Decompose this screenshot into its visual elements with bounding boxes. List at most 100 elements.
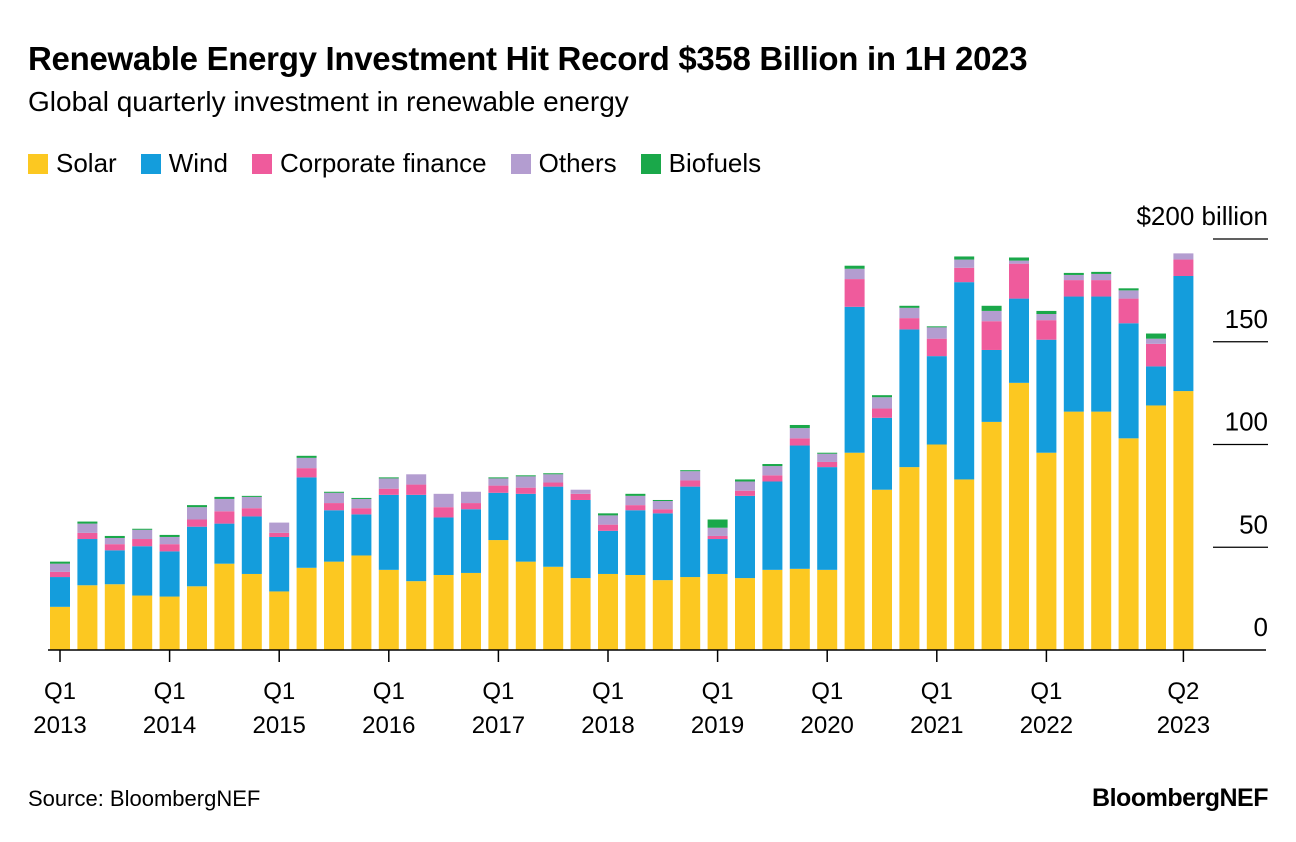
bar-corporate-finance-q3-2022 xyxy=(1091,280,1112,297)
bar-corporate-finance-q3-2020 xyxy=(872,408,892,418)
bar-corporate-finance-q4-2017 xyxy=(570,493,591,500)
y-tick-label-50: 50 xyxy=(1239,509,1268,539)
bar-solar-q3-2014 xyxy=(214,563,235,650)
bar-solar-q4-2020 xyxy=(899,467,920,650)
bar-others-q1-2019 xyxy=(707,527,728,536)
bar-corporate-finance-q4-2013 xyxy=(132,539,153,547)
y-axis-labels: 0 50 100 150 $200 billion xyxy=(1136,201,1268,642)
bar-corporate-finance-q1-2020 xyxy=(817,461,838,468)
bar-others-q1-2020 xyxy=(817,453,838,462)
bar-corporate-finance-q4-2020 xyxy=(899,318,920,330)
x-tick-label-year-2017: 2017 xyxy=(472,712,525,739)
bar-solar-q1-2016 xyxy=(378,569,399,650)
bar-biofuels-q2-2018 xyxy=(625,493,646,496)
bar-biofuels-q3-2017 xyxy=(543,473,564,475)
bar-solar-q4-2016 xyxy=(461,572,481,650)
bar-wind-q3-2015 xyxy=(324,510,344,562)
bar-corporate-finance-q3-2014 xyxy=(214,511,235,524)
bar-wind-q1-2022 xyxy=(1036,339,1057,453)
bar-others-q2-2017 xyxy=(515,476,536,488)
bar-others-q4-2016 xyxy=(461,491,481,504)
x-tick-label-quarter-2019: Q1 xyxy=(702,678,734,705)
x-tick-label-quarter-2020: Q1 xyxy=(811,678,843,705)
bar-solar-q2-2021 xyxy=(954,479,975,650)
bar-others-q4-2022 xyxy=(1118,290,1139,299)
legend-swatch-solar xyxy=(28,153,48,174)
bar-wind-q1-2013 xyxy=(50,577,70,607)
bar-wind-q3-2016 xyxy=(433,517,454,575)
bar-others-q2-2013 xyxy=(77,523,98,533)
x-tick-label-year-2019: 2019 xyxy=(691,712,744,739)
bar-wind-q1-2021 xyxy=(926,356,947,445)
bar-wind-q4-2022 xyxy=(1118,323,1139,439)
bar-wind-q2-2020 xyxy=(844,306,865,453)
bar-others-q1-2023 xyxy=(1146,338,1166,344)
bar-others-q3-2018 xyxy=(652,501,673,510)
bar-wind-q1-2015 xyxy=(269,536,290,592)
bar-wind-q4-2015 xyxy=(351,514,372,556)
bar-solar-q4-2015 xyxy=(351,555,372,650)
bar-corporate-finance-q3-2019 xyxy=(762,475,783,482)
bar-biofuels-q1-2013 xyxy=(50,561,70,564)
bar-others-q4-2018 xyxy=(680,471,701,481)
bar-solar-q2-2019 xyxy=(735,578,755,650)
bar-wind-q3-2021 xyxy=(981,349,1002,422)
bar-wind-q2-2014 xyxy=(187,526,207,587)
legend-label-corporate-finance: Corporate finance xyxy=(279,148,487,178)
bar-others-q4-2015 xyxy=(351,498,372,509)
bar-corporate-finance-q2-2023 xyxy=(1173,259,1194,276)
bar-wind-q1-2018 xyxy=(598,530,618,574)
x-tick-label-year-2020: 2020 xyxy=(801,712,854,739)
x-tick-label-quarter-2021: Q1 xyxy=(921,678,953,705)
bar-others-q1-2016 xyxy=(378,478,399,489)
bar-biofuels-q1-2020 xyxy=(817,452,838,454)
bar-others-q1-2014 xyxy=(159,536,180,545)
bar-biofuels-q4-2018 xyxy=(680,470,701,472)
bar-wind-q4-2016 xyxy=(461,509,481,573)
bar-corporate-finance-q3-2017 xyxy=(543,482,564,487)
bar-solar-q4-2022 xyxy=(1118,438,1139,650)
legend-swatch-biofuels xyxy=(640,153,661,174)
legend-item-biofuels: Biofuels xyxy=(640,148,761,179)
bar-solar-q3-2017 xyxy=(543,566,564,650)
bar-corporate-finance-q1-2013 xyxy=(50,571,70,578)
bar-biofuels-q1-2021 xyxy=(926,326,947,328)
bar-wind-q2-2015 xyxy=(296,477,317,568)
bar-biofuels-q1-2018 xyxy=(598,513,618,516)
bar-biofuels-q4-2021 xyxy=(1009,257,1029,261)
bar-solar-q3-2020 xyxy=(872,489,892,650)
bar-solar-q4-2021 xyxy=(1009,382,1029,650)
bar-wind-q3-2020 xyxy=(872,417,892,490)
bar-biofuels-q3-2014 xyxy=(214,496,235,499)
bar-biofuels-q3-2020 xyxy=(872,395,892,398)
chart-subtitle: Global quarterly investment in renewable… xyxy=(28,86,629,117)
bar-wind-q1-2016 xyxy=(378,494,399,570)
bar-solar-q3-2018 xyxy=(652,580,673,650)
bar-corporate-finance-q1-2018 xyxy=(598,524,618,531)
legend: Solar Wind Corporate finance Others Biof… xyxy=(28,148,785,179)
bar-others-q3-2021 xyxy=(981,310,1002,322)
bar-others-q3-2020 xyxy=(872,397,892,409)
bar-wind-q1-2019 xyxy=(707,539,728,574)
bar-solar-q3-2016 xyxy=(433,574,454,650)
bar-wind-q4-2013 xyxy=(132,546,153,596)
brand-logo: BloombergNEF xyxy=(1092,784,1268,812)
bar-biofuels-q2-2020 xyxy=(844,265,865,269)
bar-others-q3-2014 xyxy=(214,498,235,512)
bar-others-q2-2018 xyxy=(625,495,646,506)
bar-others-q3-2019 xyxy=(762,466,783,476)
bar-biofuels-q4-2015 xyxy=(351,497,372,499)
bar-solar-q2-2016 xyxy=(406,581,427,650)
bar-solar-q1-2020 xyxy=(817,569,838,650)
bar-wind-q2-2017 xyxy=(515,493,536,562)
legend-item-corporate-finance: Corporate finance xyxy=(251,148,487,179)
bar-corporate-finance-q2-2020 xyxy=(844,279,865,307)
bar-corporate-finance-q2-2019 xyxy=(735,490,755,496)
bar-wind-q3-2019 xyxy=(762,481,783,570)
x-tick-label-quarter-2023: Q2 xyxy=(1167,678,1199,705)
bar-corporate-finance-q1-2023 xyxy=(1146,343,1166,367)
bar-corporate-finance-q2-2015 xyxy=(296,468,317,478)
legend-label-solar: Solar xyxy=(56,148,117,178)
bar-others-q4-2013 xyxy=(132,529,153,540)
bar-corporate-finance-q3-2015 xyxy=(324,503,344,511)
